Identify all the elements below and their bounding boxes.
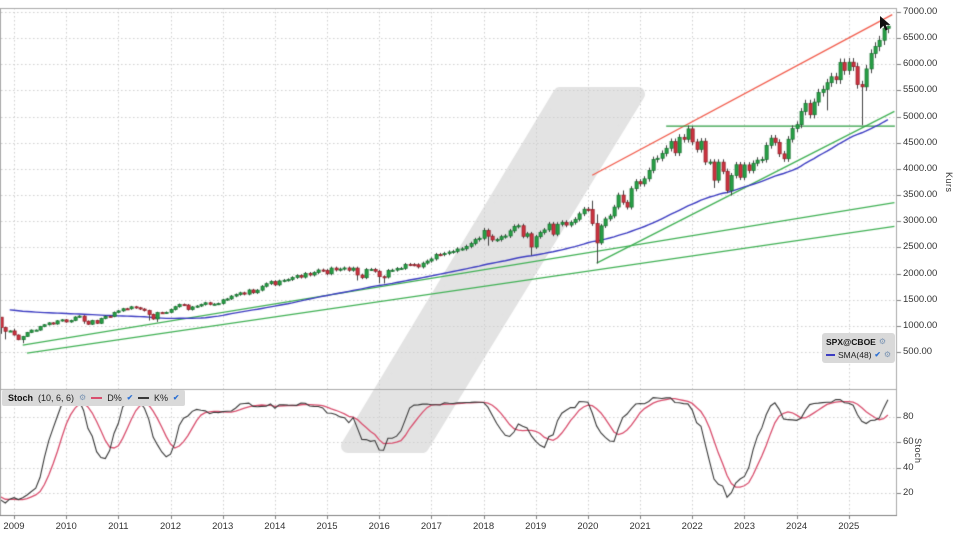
- stoch-axis-label: 80: [903, 411, 914, 422]
- year-axis-label: 2013: [212, 521, 234, 532]
- symbol-settings-gear-icon[interactable]: ⚙: [878, 336, 887, 346]
- stoch-d-line-swatch: [91, 397, 103, 399]
- price-axis-label: 7000.00: [903, 6, 938, 17]
- year-axis-label: 2018: [472, 521, 495, 532]
- stoch-legend[interactable]: Stoch (10, 6, 6) ⚙ D% ✔ K% ✔: [2, 390, 186, 406]
- year-axis-label: 2021: [629, 521, 651, 532]
- mouse-cursor: [880, 16, 891, 31]
- year-axis-label: 2011: [108, 521, 129, 532]
- price-axis-label: 5000.00: [903, 110, 938, 122]
- price-axis-label: 2500.00: [903, 241, 938, 253]
- stoch-settings-gear-icon[interactable]: ⚙: [79, 393, 87, 402]
- price-axis-label: 1000.00: [903, 319, 938, 331]
- year-axis-label: 2009: [3, 521, 25, 532]
- year-axis-label: 2020: [577, 521, 599, 532]
- year-axis-label: 2022: [681, 521, 703, 532]
- stoch-k-line-swatch: [138, 397, 150, 399]
- price-axis-label: 1500.00: [903, 293, 938, 305]
- year-axis-label: 2023: [733, 521, 755, 532]
- year-axis-label: 2025: [838, 521, 860, 532]
- price-axis-label: 5500.00: [903, 84, 938, 96]
- price-legend[interactable]: SPX@CBOE ⚙ SMA(48) ✔ ⚙: [822, 333, 895, 363]
- price-legend-symbol-row[interactable]: SPX@CBOE ⚙: [826, 335, 891, 348]
- price-axis-label: 3500.00: [903, 189, 938, 201]
- price-axis-label: 4000.00: [903, 162, 938, 174]
- year-axis-label: 2010: [55, 521, 77, 532]
- year-axis-label: 2012: [159, 521, 182, 532]
- symbol-label: SPX@CBOE: [826, 336, 876, 347]
- year-axis-label: 2016: [368, 521, 390, 532]
- year-axis-label: 2024: [786, 521, 808, 532]
- sma-line-swatch: [826, 353, 835, 356]
- stoch-d-label: D%: [107, 393, 122, 403]
- stoch-k-label: K%: [154, 393, 169, 403]
- year-axis-label: 2015: [316, 521, 338, 532]
- price-axis-label: 500.00: [903, 346, 933, 357]
- stoch-axis-label: 40: [903, 461, 914, 473]
- stoch-axis-title: Stoch: [913, 438, 923, 464]
- sma-settings-gear-icon[interactable]: ⚙: [883, 349, 891, 359]
- sma-visible-checkmark-icon[interactable]: ✔: [874, 349, 881, 359]
- price-axis-label: 4500.00: [903, 136, 938, 148]
- stoch-d-visible-checkmark-icon[interactable]: ✔: [126, 393, 134, 403]
- price-axis-title: Kurs: [944, 172, 954, 193]
- stoch-axis-label: 20: [903, 486, 914, 498]
- year-axis-label: 2014: [264, 521, 286, 532]
- price-axis-label: 6000.00: [903, 58, 938, 70]
- year-axis-label: 2019: [525, 521, 547, 532]
- price-legend-sma-row[interactable]: SMA(48) ✔ ⚙: [826, 348, 891, 361]
- stoch-axis-label: 60: [903, 436, 914, 448]
- stoch-k-visible-checkmark-icon[interactable]: ✔: [173, 393, 180, 403]
- price-axis-label: 3000.00: [903, 215, 938, 227]
- price-axis-label: 2000.00: [903, 267, 938, 279]
- stoch-indicator-name: Stoch: [8, 393, 34, 403]
- sma-label: SMA(48): [837, 349, 872, 360]
- stoch-indicator-params: (10, 6, 6): [38, 393, 75, 403]
- year-axis-label: 2017: [420, 521, 442, 532]
- price-axis-label: 6500.00: [903, 32, 938, 44]
